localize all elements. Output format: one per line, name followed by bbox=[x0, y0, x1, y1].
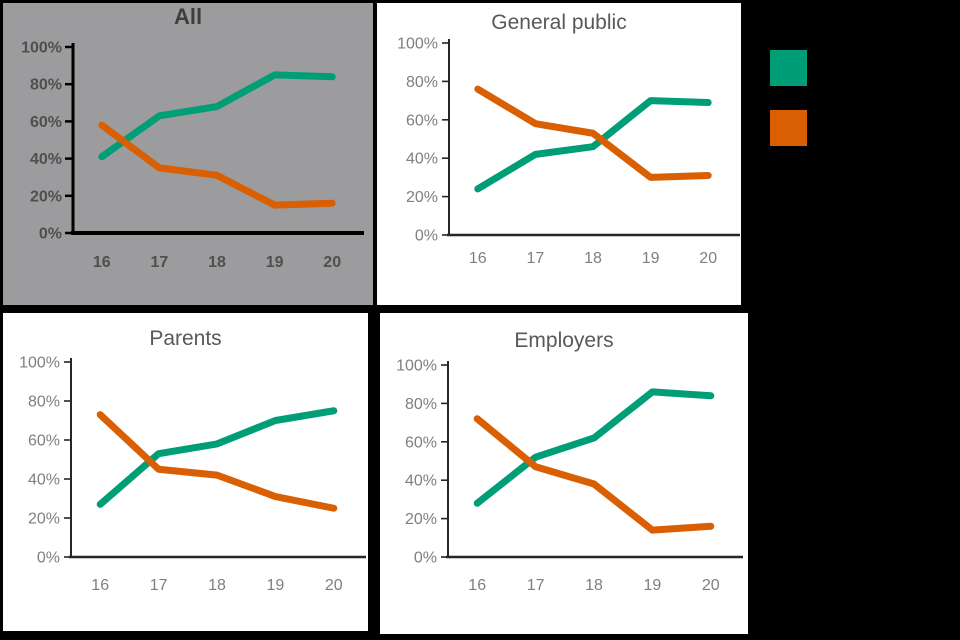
x-tick-label: 19 bbox=[642, 250, 660, 267]
y-tick-label: 80% bbox=[30, 77, 62, 94]
y-tick-label: 0% bbox=[415, 228, 438, 245]
chart-title-general-public: General public bbox=[491, 11, 627, 34]
y-tick-label: 60% bbox=[406, 112, 438, 129]
series-line-orange bbox=[98, 121, 336, 209]
x-tick-label: 16 bbox=[469, 250, 487, 267]
chart-title-all: All bbox=[173, 4, 203, 29]
y-tick-label: 80% bbox=[28, 394, 60, 411]
chart-panel-all: All 0% 20% 40% 60% 80% 100% 16 17 18 19 20 bbox=[3, 3, 373, 305]
y-tick-label: 60% bbox=[405, 434, 437, 451]
series-line-green bbox=[473, 388, 715, 507]
line-chart-general-public: 0% 20% 40% 60% 80% 100% 16 17 18 19 20 bbox=[397, 36, 740, 267]
chart-panel-employers: Employers 0% 20% 40% 60% 80% 100% 16 17 18 19 20 bbox=[380, 313, 748, 634]
legend-swatch-orange bbox=[770, 110, 807, 146]
x-tick-label: 17 bbox=[150, 577, 168, 594]
x-tick-label: 16 bbox=[93, 254, 111, 271]
y-tick-label: 80% bbox=[406, 74, 438, 91]
x-tick-label: 20 bbox=[702, 577, 720, 594]
y-tick-label: 60% bbox=[30, 114, 62, 131]
y-tick-label: 40% bbox=[406, 151, 438, 168]
x-tick-label: 17 bbox=[527, 577, 545, 594]
chart-panel-general-public: General public 0% 20% 40% 60% 80% 100% 16 17 18 1… bbox=[377, 3, 741, 305]
y-tick-label: 20% bbox=[30, 188, 62, 205]
y-tick-label: 0% bbox=[39, 226, 62, 243]
series-line-orange bbox=[473, 415, 715, 534]
legend bbox=[770, 50, 808, 146]
x-tick-label: 16 bbox=[468, 577, 486, 594]
x-tick-label: 20 bbox=[699, 250, 717, 267]
y-tick-label: 100% bbox=[19, 355, 60, 372]
y-tick-label: 40% bbox=[30, 151, 62, 168]
x-tick-label: 18 bbox=[208, 577, 226, 594]
line-chart-all: 0% 20% 40% 60% 80% 100% 16 17 18 19 20 bbox=[21, 40, 364, 271]
y-tick-label: 60% bbox=[28, 433, 60, 450]
x-tick-label: 18 bbox=[208, 254, 226, 271]
x-tick-label: 19 bbox=[267, 577, 285, 594]
series-line-green bbox=[98, 71, 336, 161]
x-tick-label: 19 bbox=[644, 577, 662, 594]
series-line-green bbox=[96, 407, 338, 508]
x-tick-label: 19 bbox=[266, 254, 284, 271]
y-tick-label: 20% bbox=[405, 511, 437, 528]
x-tick-label: 18 bbox=[585, 577, 603, 594]
y-tick-label: 40% bbox=[28, 472, 60, 489]
series-line-green bbox=[474, 97, 712, 193]
x-tick-label: 20 bbox=[323, 254, 341, 271]
y-tick-label: 20% bbox=[406, 189, 438, 206]
series-line-orange bbox=[474, 85, 712, 181]
line-chart-parents: 0% 20% 40% 60% 80% 100% 16 17 18 19 20 bbox=[19, 355, 366, 594]
series-line-orange bbox=[96, 411, 338, 512]
x-tick-label: 16 bbox=[91, 577, 109, 594]
y-tick-label: 100% bbox=[21, 40, 62, 57]
y-tick-label: 0% bbox=[37, 550, 60, 567]
y-tick-label: 0% bbox=[414, 550, 437, 567]
x-tick-label: 18 bbox=[584, 250, 602, 267]
y-tick-label: 40% bbox=[405, 473, 437, 490]
chart-title-parents: Parents bbox=[149, 327, 222, 350]
x-tick-label: 20 bbox=[325, 577, 343, 594]
line-chart-employers: 0% 20% 40% 60% 80% 100% 16 17 18 19 20 bbox=[396, 358, 743, 594]
y-tick-label: 80% bbox=[405, 396, 437, 413]
y-tick-label: 100% bbox=[397, 36, 438, 53]
chart-title-employers: Employers bbox=[514, 329, 614, 352]
x-tick-label: 17 bbox=[527, 250, 545, 267]
legend-swatch-green bbox=[770, 50, 807, 86]
x-tick-label: 17 bbox=[151, 254, 169, 271]
chart-panel-parents: Parents 0% 20% 40% 60% 80% 100% 16 17 18 19 20 bbox=[3, 313, 368, 631]
y-tick-label: 20% bbox=[28, 511, 60, 528]
y-tick-label: 100% bbox=[396, 358, 437, 375]
